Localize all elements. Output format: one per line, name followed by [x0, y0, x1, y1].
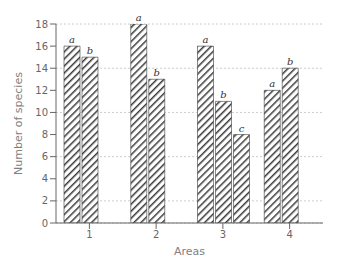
- svg-text:0: 0: [42, 218, 48, 229]
- svg-text:Areas: Areas: [174, 245, 205, 258]
- svg-text:a: a: [69, 34, 75, 45]
- svg-text:b: b: [220, 89, 226, 100]
- svg-text:12: 12: [35, 85, 48, 96]
- svg-text:14: 14: [35, 63, 48, 74]
- svg-text:a: a: [203, 34, 209, 45]
- svg-text:6: 6: [42, 151, 48, 162]
- svg-text:b: b: [287, 56, 293, 67]
- svg-text:Number of species: Number of species: [12, 72, 25, 175]
- svg-text:b: b: [87, 45, 93, 56]
- svg-text:8: 8: [42, 129, 48, 140]
- svg-text:10: 10: [35, 107, 48, 118]
- svg-text:a: a: [269, 78, 275, 89]
- svg-text:3: 3: [220, 229, 226, 240]
- svg-text:4: 4: [286, 229, 292, 240]
- svg-text:2: 2: [153, 229, 159, 240]
- svg-text:b: b: [154, 67, 160, 78]
- svg-text:18: 18: [35, 19, 48, 30]
- svg-text:2: 2: [42, 195, 48, 206]
- svg-text:16: 16: [35, 41, 48, 52]
- svg-text:c: c: [239, 123, 245, 134]
- svg-text:1: 1: [86, 229, 92, 240]
- svg-text:4: 4: [42, 173, 48, 184]
- svg-text:a: a: [136, 12, 142, 23]
